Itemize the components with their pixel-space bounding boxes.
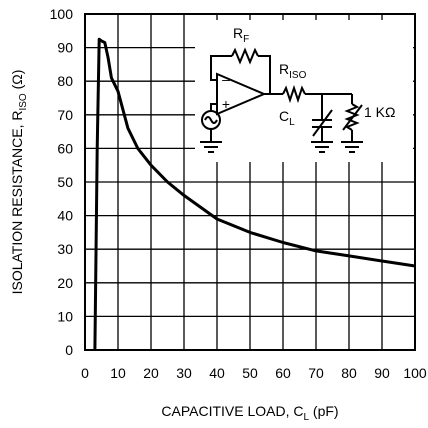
opamp-plus-label: +: [222, 96, 230, 112]
x-tick-label: 20: [143, 365, 159, 381]
feedback-wire: [210, 55, 232, 81]
y-tick-label: 80: [57, 73, 73, 89]
y-tick-label: 60: [57, 140, 73, 156]
x-tick-label: 90: [374, 365, 390, 381]
opamp-minus-label: –: [222, 71, 230, 87]
y-tick-label: 10: [57, 308, 73, 324]
y-tick-label: 100: [50, 6, 74, 22]
cap-variable-arrow: [312, 109, 333, 137]
x-tick-label: 40: [209, 365, 225, 381]
ac-source-wave: [204, 116, 218, 124]
y-tick-label: 30: [57, 241, 73, 257]
x-axis-title: CAPACITIVE LOAD, CL (pF): [161, 403, 338, 423]
series-line: [93, 37, 416, 351]
x-tick-label: 100: [403, 365, 427, 381]
res-variable-arrow: [342, 104, 363, 131]
plot-frame: [84, 13, 416, 351]
feedback-resistor: [231, 47, 259, 65]
isolation-resistor: [282, 84, 306, 104]
x-tick-label: 70: [308, 365, 324, 381]
load-capacitor-label: CL: [279, 108, 295, 128]
y-tick-label: 50: [57, 174, 73, 190]
feedback-wire-return: [258, 55, 271, 94]
x-tick-label: 10: [110, 365, 126, 381]
x-tick-label: 30: [176, 365, 192, 381]
inset-schematic: – + RF RISO CL 1 KΩ: [195, 20, 413, 162]
y-tick-label: 40: [57, 208, 73, 224]
x-tick-label: 80: [341, 365, 357, 381]
y-tick-label: 0: [65, 342, 73, 358]
feedback-resistor-label: RF: [233, 25, 249, 45]
x-tick-label: 0: [81, 365, 89, 381]
x-tick-label: 60: [275, 365, 291, 381]
isolation-resistor-label: RISO: [279, 61, 307, 81]
load-resistor-label: 1 KΩ: [364, 104, 395, 120]
x-tick-label: 50: [242, 365, 258, 381]
plus-input-wire: [210, 103, 217, 110]
tick-labels: 0 10 20 30 40 50 60 70 80 90 100 0 10 20 30 40 50 60 70 80 9…: [50, 6, 427, 381]
y-tick-label: 90: [57, 40, 73, 56]
y-axis-title: ISOLATION RESISTANCE, RISO (Ω): [9, 70, 29, 295]
y-tick-label: 20: [57, 275, 73, 291]
y-tick-label: 70: [57, 107, 73, 123]
opamp-triangle: [216, 72, 267, 116]
